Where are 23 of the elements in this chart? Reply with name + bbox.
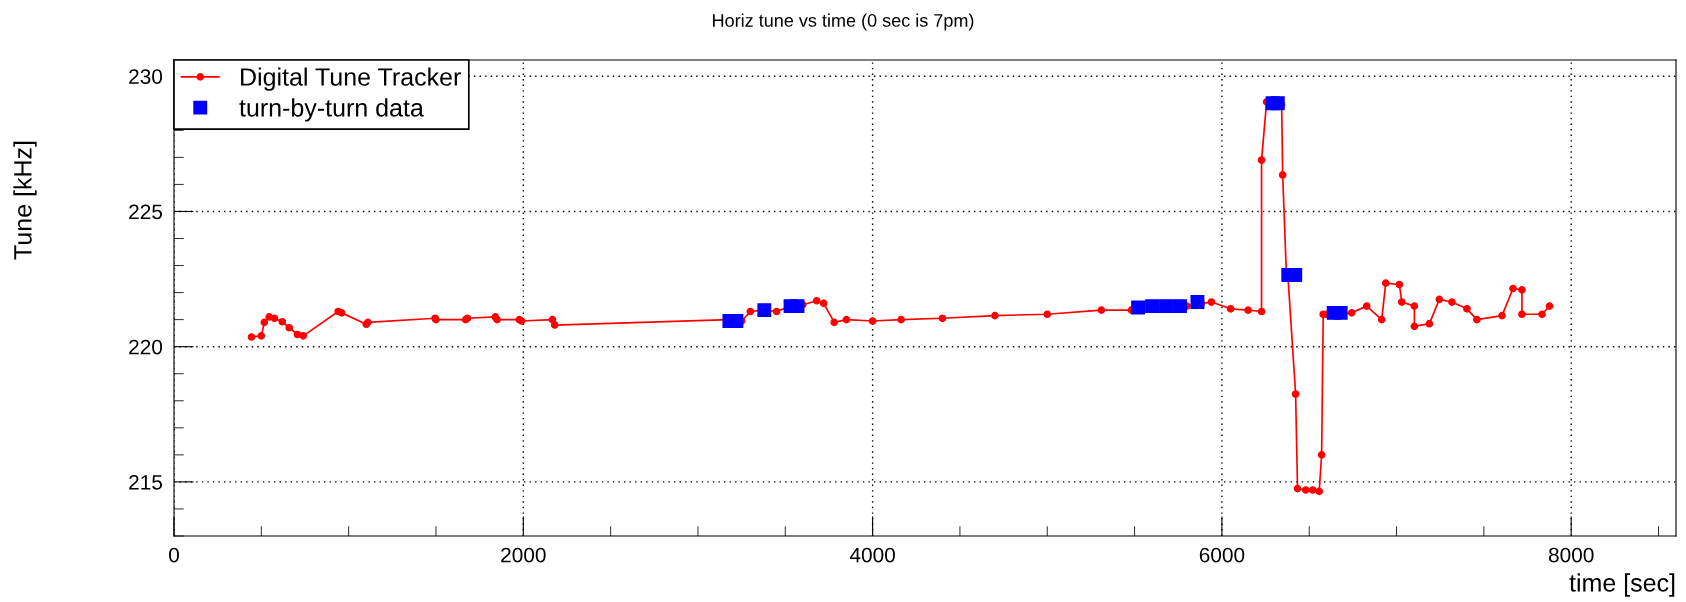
x-tick-label: 8000 [1548, 547, 1594, 563]
point [757, 303, 772, 318]
y-tick-label: 230 [129, 69, 163, 84]
y-tick-label: 220 [129, 339, 163, 355]
legend-label: Digital Tune Tracker [241, 67, 461, 91]
point [1190, 295, 1205, 310]
x-tick-label: 4000 [849, 547, 895, 563]
x-axis-title: time [sec] [1569, 573, 1675, 597]
y-tick-label: 225 [129, 204, 163, 220]
point [1145, 299, 1159, 314]
chart-title: Horiz tune vs time (0 sec is 7pm) [713, 13, 974, 31]
point [1173, 299, 1187, 314]
legend-label: turn-by-turn data [239, 98, 424, 122]
x-tick-label: 2000 [501, 547, 546, 563]
point [1333, 305, 1348, 320]
x-tick-label: 0 [169, 547, 179, 563]
point [1270, 96, 1285, 111]
point [1159, 299, 1173, 314]
point [1131, 300, 1146, 315]
y-axis-title: Tune [kHz] [13, 141, 37, 260]
point [790, 299, 805, 314]
y-tick-label: 215 [129, 474, 163, 490]
x-tick-label: 6000 [1199, 547, 1245, 563]
